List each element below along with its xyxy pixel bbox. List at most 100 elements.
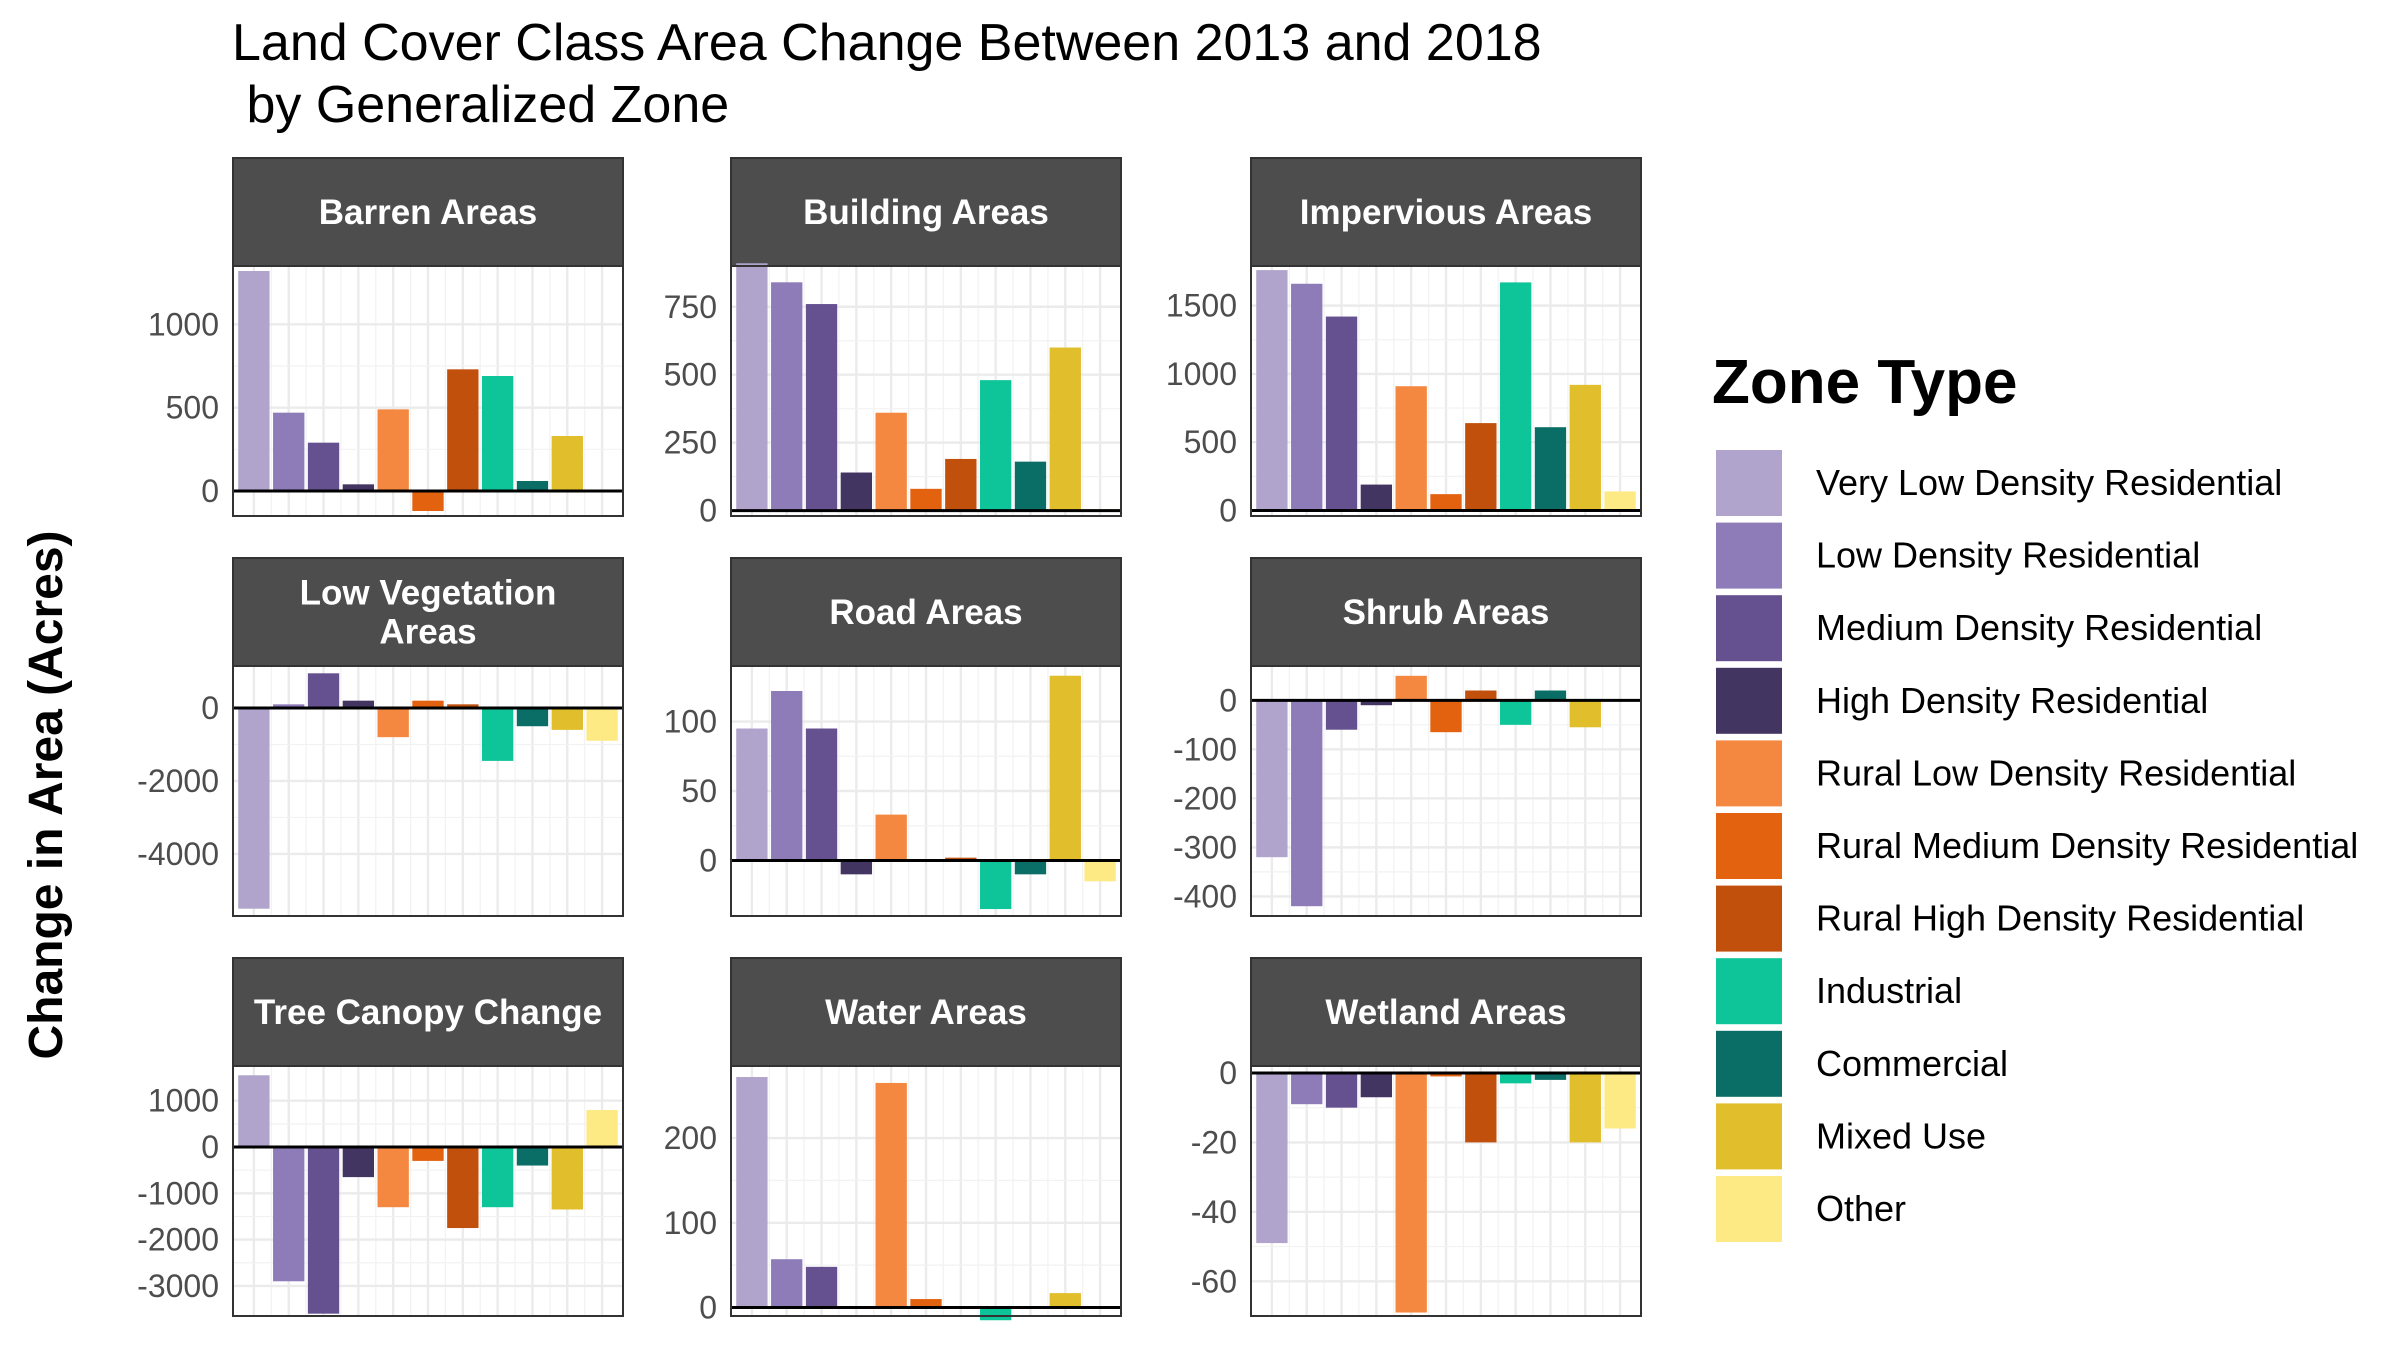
bar-very-low-density-residential <box>736 263 768 511</box>
bar-low-density-residential <box>1291 700 1323 907</box>
panel-border <box>730 665 1122 917</box>
y-tick-label: 0 <box>201 1129 219 1165</box>
y-tick-label: 0 <box>699 1290 717 1326</box>
panel-strip <box>730 557 1122 667</box>
legend-label: Rural High Density Residential <box>1816 898 2304 939</box>
bar-rural-low-density-residential <box>1395 675 1427 701</box>
bar-mixed-use <box>1049 1293 1081 1308</box>
y-tick-label: -3000 <box>137 1268 219 1304</box>
legend-label: Rural Low Density Residential <box>1816 752 2296 793</box>
bar-mixed-use <box>1049 347 1081 511</box>
panel-tree-canopy-change: Tree Canopy Change 0 -1000 -2000 -3000 1000 <box>137 957 624 1317</box>
panel-strip <box>1250 957 1642 1067</box>
y-tick-label: 0 <box>201 690 219 726</box>
bar-rural-high-density-residential <box>447 369 479 491</box>
bar-industrial <box>979 1307 1012 1321</box>
bar-low-density-residential <box>771 691 803 861</box>
y-tick-label: 50 <box>681 773 717 809</box>
bar-other <box>1084 860 1116 882</box>
y-tick-label: 500 <box>664 357 717 393</box>
bar-very-low-density-residential <box>238 707 270 909</box>
y-tick-label: 500 <box>1184 424 1237 460</box>
y-tick-label: 0 <box>1219 682 1237 718</box>
panel-title: Wetland Areas <box>1325 993 1566 1032</box>
panel-title: Tree Canopy Change <box>254 993 602 1032</box>
bar-industrial <box>979 860 1012 910</box>
bar-medium-density-residential <box>307 1147 340 1314</box>
legend-item-rural-medium-density-residential: Rural Medium Density Residential <box>1716 813 2358 879</box>
bar-commercial <box>1534 1072 1567 1080</box>
bar-medium-density-residential <box>805 1266 838 1308</box>
bar-high-density-residential <box>342 700 375 708</box>
y-tick-label: -200 <box>1173 780 1237 816</box>
bar-low-density-residential <box>273 412 305 491</box>
y-tick-label: 0 <box>1219 1055 1237 1091</box>
y-tick-label: -300 <box>1173 829 1237 865</box>
y-tick-label: 0 <box>1219 493 1237 529</box>
panel-border <box>232 265 624 517</box>
y-tick-label: -2000 <box>137 763 219 799</box>
y-axis-label: Change in Area (Acres) <box>20 530 73 1059</box>
legend-label: Industrial <box>1816 970 1962 1011</box>
panel-wetland-areas: Wetland Areas 0 -20 -40 -60 <box>1191 957 1642 1317</box>
bar-mixed-use <box>1569 700 1601 728</box>
bar-low-density-residential <box>771 1259 803 1308</box>
panel-title: Road Areas <box>829 593 1022 632</box>
bar-rural-medium-density-residential <box>910 1299 942 1308</box>
y-tick-label: -2000 <box>137 1222 219 1258</box>
bar-medium-density-residential <box>805 304 838 511</box>
bar-high-density-residential <box>840 472 873 511</box>
legend-item-rural-high-density-residential: Rural High Density Residential <box>1716 885 2304 952</box>
y-tick-label: 0 <box>201 473 219 509</box>
bar-rural-medium-density-residential <box>412 491 444 511</box>
legend-swatch <box>1716 958 1782 1025</box>
legend-label: Mixed Use <box>1816 1115 1986 1156</box>
bar-mixed-use <box>1569 1072 1601 1143</box>
y-tick-label: 100 <box>664 1205 717 1241</box>
bar-other <box>586 1109 618 1148</box>
y-tick-label: 200 <box>664 1120 717 1156</box>
bar-high-density-residential <box>1360 484 1393 511</box>
legend-swatch <box>1716 667 1782 734</box>
gridlines <box>233 1066 623 1316</box>
bar-low-density-residential <box>273 704 305 708</box>
legend-swatch <box>1716 595 1782 662</box>
y-tick-label: 0 <box>699 842 717 878</box>
legend-label: Commercial <box>1816 1043 2008 1084</box>
panel-border <box>1250 265 1642 517</box>
panel-border <box>730 1065 1122 1317</box>
bar-rural-high-density-residential <box>1465 1072 1497 1143</box>
bar-rural-medium-density-residential <box>1430 700 1462 733</box>
bar-commercial <box>516 481 549 491</box>
y-tick-label: 750 <box>664 289 717 325</box>
y-tick-label: 250 <box>664 425 717 461</box>
legend: Zone Type Very Low Density Residential Lo… <box>1712 348 2358 1242</box>
bar-rural-low-density-residential <box>875 1082 907 1308</box>
panel-road-areas: Road Areas 0 50 100 <box>664 557 1122 917</box>
legend-swatch <box>1716 1176 1782 1242</box>
panel-water-areas: Water Areas 0 100 200 <box>664 957 1122 1326</box>
bar-industrial <box>481 707 514 761</box>
bar-rural-medium-density-residential <box>1430 1072 1462 1077</box>
bar-very-low-density-residential <box>1256 1072 1288 1244</box>
legend-label: Low Density Residential <box>1816 535 2200 576</box>
legend-item-commercial: Commercial <box>1716 1030 2008 1097</box>
bar-rural-high-density-residential <box>1465 690 1497 701</box>
bar-medium-density-residential <box>805 728 838 861</box>
panel-title: Barren Areas <box>319 193 538 232</box>
bar-commercial <box>1534 690 1567 701</box>
panel-title: Low Vegetation <box>300 574 557 613</box>
bar-rural-low-density-residential <box>377 707 409 738</box>
panel-shrub-areas: Shrub Areas 0 -100 -200 -300 -400 <box>1173 557 1642 917</box>
bar-low-density-residential <box>273 1147 305 1282</box>
bar-commercial <box>1014 461 1047 511</box>
chart-title-line-2: by Generalized Zone <box>232 76 729 134</box>
y-tick-label: 1000 <box>148 1083 219 1119</box>
panel-barren-areas: Barren Areas 0 500 1000 <box>148 157 624 517</box>
legend-item-other: Other <box>1716 1176 1906 1242</box>
panel-title: Impervious Areas <box>1300 193 1592 232</box>
legend-swatch <box>1716 522 1782 589</box>
legend-item-industrial: Industrial <box>1716 958 1962 1025</box>
legend-swatch <box>1716 450 1782 516</box>
